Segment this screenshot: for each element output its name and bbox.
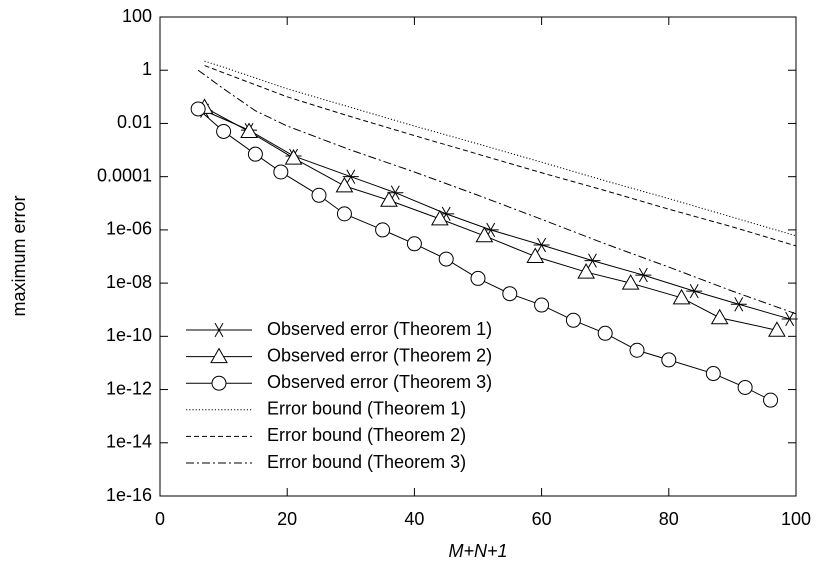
- legend-label: Error bound (Theorem 2): [267, 425, 466, 445]
- y-tick-label: 1: [142, 59, 152, 79]
- marker: [768, 321, 786, 337]
- marker: [211, 375, 227, 391]
- marker: [430, 209, 449, 226]
- y-tick-label: 1e-08: [106, 272, 152, 292]
- y-tick-label: 1e-12: [106, 378, 152, 398]
- marker: [311, 187, 327, 203]
- x-tick-label: 100: [781, 509, 811, 529]
- marker: [629, 342, 645, 358]
- series-line: [197, 69, 797, 315]
- y-tick-label: 0.01: [117, 112, 152, 132]
- marker: [216, 123, 232, 139]
- y-tick-label: 1e-10: [106, 325, 152, 345]
- marker: [661, 352, 677, 368]
- marker: [584, 253, 601, 268]
- marker: [781, 311, 798, 327]
- y-tick-label: 0.0001: [97, 165, 152, 185]
- marker: [284, 149, 303, 165]
- marker: [526, 247, 545, 263]
- marker: [406, 236, 422, 252]
- marker: [335, 176, 354, 193]
- marker: [375, 222, 391, 238]
- marker: [475, 226, 494, 243]
- x-axis-title: M+N+1: [448, 541, 507, 561]
- x-tick-label: 0: [155, 509, 165, 529]
- legend-label: Observed error (Theorem 1): [267, 319, 492, 339]
- x-tick-label: 80: [659, 509, 679, 529]
- series-line: [204, 60, 797, 237]
- y-tick-label: 1e-06: [106, 219, 152, 239]
- x-tick-label: 20: [277, 509, 297, 529]
- x-tick-label: 40: [404, 509, 424, 529]
- series-line: [204, 65, 797, 247]
- marker: [273, 164, 289, 180]
- marker: [635, 267, 652, 283]
- legend-label: Error bound (Theorem 1): [267, 399, 466, 419]
- y-tick-label: 100: [122, 6, 152, 26]
- marker: [672, 288, 691, 305]
- legend-label: Observed error (Theorem 2): [267, 345, 492, 365]
- marker: [534, 297, 550, 313]
- marker: [240, 122, 258, 138]
- marker: [763, 392, 779, 408]
- marker: [577, 263, 595, 279]
- marker: [211, 322, 227, 338]
- y-axis-title: maximum error: [9, 195, 29, 316]
- marker: [502, 286, 518, 302]
- marker: [387, 185, 404, 200]
- y-tick-label: 1e-14: [106, 432, 152, 452]
- x-tick-label: 60: [532, 509, 552, 529]
- marker: [710, 308, 729, 325]
- marker: [597, 325, 613, 341]
- legend-label: Observed error (Theorem 3): [267, 372, 492, 392]
- marker: [342, 169, 359, 184]
- marker: [730, 297, 747, 312]
- marker: [533, 237, 550, 253]
- marker: [565, 312, 581, 328]
- marker: [621, 274, 640, 290]
- marker: [705, 366, 721, 382]
- marker: [737, 379, 753, 395]
- y-tick-label: 1e-16: [106, 485, 152, 505]
- marker: [190, 101, 206, 117]
- plot-frame: [159, 16, 797, 497]
- marker: [210, 347, 228, 364]
- marker: [470, 270, 486, 286]
- marker: [247, 146, 263, 162]
- marker: [380, 191, 398, 207]
- marker: [686, 283, 703, 299]
- marker: [438, 251, 454, 267]
- legend-label: Error bound (Theorem 3): [267, 452, 466, 472]
- marker: [336, 206, 352, 222]
